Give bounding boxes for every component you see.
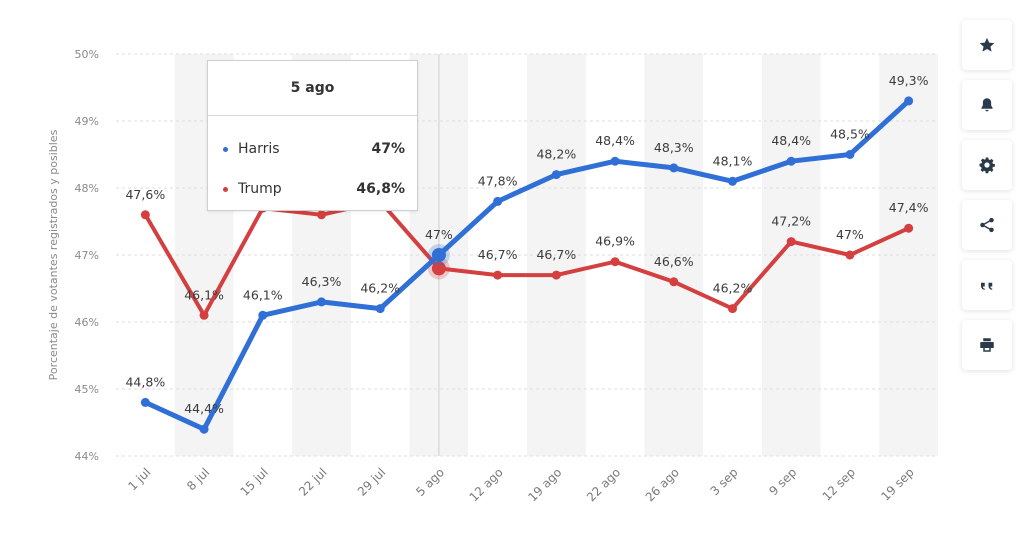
point-harris-10 <box>728 176 737 186</box>
data-label-harris-6: 47,8% <box>478 173 518 188</box>
point-harris-2 <box>258 310 268 320</box>
data-label-harris-0: 44,8% <box>125 374 165 389</box>
x-tick-6: 12 ago <box>467 465 506 504</box>
point-trump-0 <box>140 210 150 220</box>
data-label-trump-10: 46,2% <box>713 281 753 296</box>
point-trump-10 <box>728 304 737 314</box>
tooltip-row-harris: Harris 47% <box>208 137 417 161</box>
y-tick-5: 49% <box>75 115 99 128</box>
point-harris-0 <box>140 397 150 407</box>
data-label-harris-4: 46,2% <box>360 281 400 296</box>
x-tick-9: 26 ago <box>643 465 682 504</box>
star-icon <box>979 37 995 52</box>
tooltip-dot-harris <box>223 147 228 152</box>
data-label-trump-13: 47,4% <box>889 200 929 215</box>
line-chart: 44% 45% 46% 47% 48% 49% 50% Porcentaje de votan… <box>47 48 938 504</box>
data-label-harris-10: 48,1% <box>713 153 753 168</box>
x-tick-2: 15 jul <box>237 465 270 498</box>
data-label-harris-7: 48,2% <box>536 147 576 162</box>
tooltip-name-harris: Harris <box>238 141 280 157</box>
hover-marker-harris <box>431 248 446 262</box>
data-label-harris-2: 46,1% <box>243 287 283 302</box>
tooltip-title: 5 ago <box>208 61 417 116</box>
chart-area: 44% 45% 46% 47% 48% 49% 50% Porcentaje de votan… <box>47 48 938 504</box>
print-icon <box>980 338 994 352</box>
tooltip-value-trump: 46,8% <box>356 181 405 197</box>
data-label-trump-9: 46,6% <box>654 254 694 269</box>
point-harris-12 <box>845 150 855 159</box>
star-button[interactable] <box>962 20 1012 70</box>
point-trump-1 <box>199 310 209 320</box>
x-tick-4: 29 jul <box>355 465 388 498</box>
data-label-trump-12: 47% <box>836 227 864 242</box>
x-tick-8: 22 ago <box>584 465 623 504</box>
data-label-harris-3: 46,3% <box>302 274 342 289</box>
tooltip-dot-trump <box>223 187 228 192</box>
point-trump-11 <box>786 237 796 247</box>
x-tick-7: 19 ago <box>525 465 564 504</box>
data-label-trump-11: 47,2% <box>771 214 811 229</box>
point-harris-3 <box>317 297 326 307</box>
y-tick-0: 44% <box>75 450 99 463</box>
point-harris-9 <box>669 163 679 173</box>
y-tick-3: 47% <box>75 249 99 262</box>
chart-tooltip: 5 ago Harris 47% Trump 46,8% <box>207 60 418 211</box>
point-trump-13 <box>904 223 914 233</box>
data-label-harris-8: 48,4% <box>595 133 635 148</box>
x-tick-5: 5 ago <box>413 465 447 499</box>
series-line-harris <box>142 98 912 432</box>
y-tick-4: 48% <box>75 182 99 195</box>
hover-marker-trump <box>431 261 446 276</box>
share-button[interactable] <box>962 200 1012 250</box>
x-tick-13: 19 sep <box>878 465 916 503</box>
data-label-harris-5: 47% <box>425 227 453 242</box>
point-harris-1 <box>199 424 209 434</box>
data-label-harris-12: 48,5% <box>830 127 870 142</box>
data-label-harris-13: 49,3% <box>889 73 929 88</box>
tooltip-name-trump: Trump <box>238 181 282 197</box>
tooltip-row-trump: Trump 46,8% <box>208 177 417 201</box>
print-button[interactable] <box>962 320 1012 370</box>
point-harris-8 <box>610 156 620 166</box>
quote-icon <box>981 282 993 290</box>
y-axis-label: Porcentaje de votantes registrados y pos… <box>47 129 60 380</box>
data-label-harris-1: 44,4% <box>184 401 224 416</box>
bell-icon <box>981 98 993 112</box>
notification-button[interactable] <box>962 80 1012 130</box>
x-tick-11: 9 sep <box>766 465 799 498</box>
cite-button[interactable] <box>962 260 1012 310</box>
x-tick-12: 12 sep <box>820 465 858 503</box>
data-label-harris-9: 48,3% <box>654 140 694 155</box>
y-tick-1: 45% <box>75 383 99 396</box>
x-tick-10: 3 sep <box>708 465 741 498</box>
point-trump-7 <box>551 270 561 280</box>
data-label-trump-8: 46,9% <box>595 234 635 249</box>
y-tick-6: 50% <box>75 48 99 61</box>
data-label-trump-7: 46,7% <box>536 247 576 262</box>
x-tick-1: 8 jul <box>184 465 212 493</box>
data-label-trump-1: 46,1% <box>184 287 224 302</box>
point-harris-11 <box>786 156 796 166</box>
point-trump-8 <box>610 257 620 267</box>
x-tick-3: 22 jul <box>296 465 329 498</box>
point-harris-7 <box>551 170 561 180</box>
tooltip-value-harris: 47% <box>371 141 405 157</box>
gear-icon <box>979 157 995 174</box>
point-trump-12 <box>845 250 855 260</box>
share-icon <box>980 217 994 233</box>
x-tick-0: 1 jul <box>125 465 153 493</box>
y-tick-2: 46% <box>75 316 99 329</box>
settings-button[interactable] <box>962 140 1012 190</box>
data-label-harris-11: 48,4% <box>771 133 811 148</box>
point-trump-6 <box>493 270 503 280</box>
point-harris-6 <box>493 196 503 206</box>
point-harris-4 <box>375 304 385 314</box>
point-trump-9 <box>669 277 679 287</box>
point-trump-3 <box>317 210 326 220</box>
data-label-trump-0: 47,6% <box>125 187 165 202</box>
point-harris-13 <box>904 96 914 106</box>
data-label-trump-6: 46,7% <box>478 247 518 262</box>
